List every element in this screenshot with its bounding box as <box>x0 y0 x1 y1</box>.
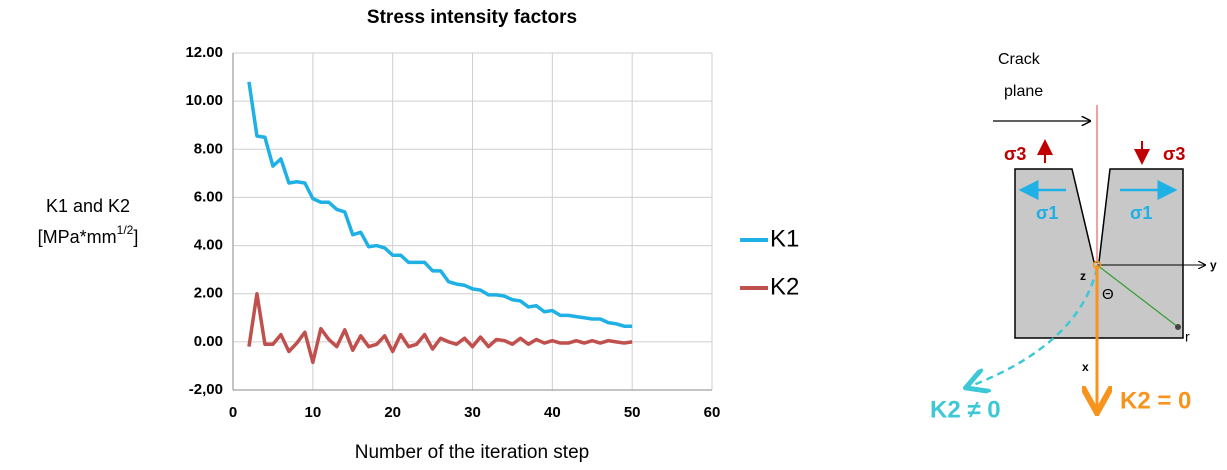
chart: Stress intensity factors Number of the i… <box>38 7 800 463</box>
label: σ1 <box>1036 203 1058 223</box>
label: Θ <box>1102 286 1114 303</box>
x-tick-label: 30 <box>464 404 481 421</box>
x-tick-label: 20 <box>384 404 401 421</box>
y-tick-label: 2.00 <box>194 285 223 302</box>
label: z <box>1080 269 1086 283</box>
label: σ3 <box>1004 144 1026 164</box>
y-tick-label: -2,00 <box>189 381 223 398</box>
y-axis-unit: [MPa*mm1/2] <box>38 223 139 247</box>
x-tick-label: 10 <box>304 404 321 421</box>
point <box>1175 324 1181 330</box>
label: K2 ≠ 0 <box>930 396 1001 423</box>
x-tick-label: 60 <box>704 404 721 421</box>
line-series <box>247 291 633 365</box>
x-axis-title: Number of the iteration step <box>355 442 589 463</box>
x-tick-label: 40 <box>544 404 561 421</box>
label: σ1 <box>1130 203 1152 223</box>
x-tick-label: 0 <box>229 404 237 421</box>
label: K2 = 0 <box>1120 387 1191 414</box>
radius-line <box>1096 264 1179 328</box>
y-tick-label: 0.00 <box>194 333 223 350</box>
y-tick-label: 10.00 <box>185 92 223 109</box>
y-tick-label: 6.00 <box>194 188 223 205</box>
crack-tip <box>1092 260 1102 270</box>
y-axis-title: K1 and K2 <box>46 196 130 216</box>
label: x <box>1082 360 1089 374</box>
unit-close: ] <box>133 227 138 247</box>
specimen <box>1014 168 1184 339</box>
legend-label: K1 <box>770 225 799 252</box>
arrow <box>968 267 1099 387</box>
unit-exponent: 1/2 <box>117 223 134 237</box>
y-tick-label: 4.00 <box>194 237 223 254</box>
line-series <box>247 81 633 328</box>
label: plane <box>1004 83 1043 100</box>
label: Crack <box>998 51 1041 68</box>
label: σ3 <box>1163 144 1185 164</box>
label: r <box>1185 329 1190 345</box>
y-tick-label: 12.00 <box>185 44 223 61</box>
unit: [MPa*mm <box>38 227 117 247</box>
y-tick-label: 8.00 <box>194 140 223 157</box>
label: y <box>1210 258 1217 272</box>
x-tick-label: 50 <box>624 404 641 421</box>
diagram: Crack plane σ3 σ3 σ1 σ1 y z r Θ x K2 ≠ 0… <box>930 51 1217 423</box>
legend-label: K2 <box>770 273 799 300</box>
chart-title: Stress intensity factors <box>367 7 577 28</box>
